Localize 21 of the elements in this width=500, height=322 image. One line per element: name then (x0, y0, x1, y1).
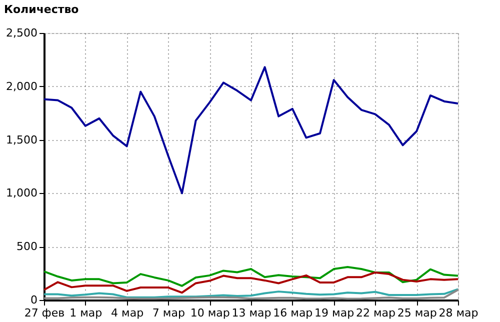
x-tick-label: 22 мар (356, 306, 396, 320)
y-tick-label: 2,000 (6, 80, 38, 93)
line-series (44, 271, 458, 294)
x-tick-label: 1 мар (70, 306, 102, 320)
chart-title: Количество (4, 3, 80, 16)
line-series (44, 66, 458, 194)
x-tick-label: 19 мар (314, 306, 354, 320)
x-tick-label: 28 мар (438, 306, 478, 320)
x-tick-label: 4 мар (111, 306, 144, 320)
y-tick-label: 2,500 (6, 26, 38, 40)
x-tick-label: 16 мар (273, 306, 313, 320)
x-tick-label: 27 фев (24, 306, 65, 320)
y-tick-label: 500 (16, 240, 38, 254)
x-tick-label: 25 мар (397, 306, 437, 320)
y-tick-label: 1,000 (6, 186, 38, 200)
x-tick-label: 13 мар (232, 306, 272, 320)
y-tick-label: 0 (30, 294, 38, 306)
y-tick-label: 1,500 (6, 133, 38, 146)
x-tick-label: 7 мар (152, 306, 185, 320)
line-series (44, 266, 458, 287)
x-tick-label: 10 мар (190, 306, 230, 320)
